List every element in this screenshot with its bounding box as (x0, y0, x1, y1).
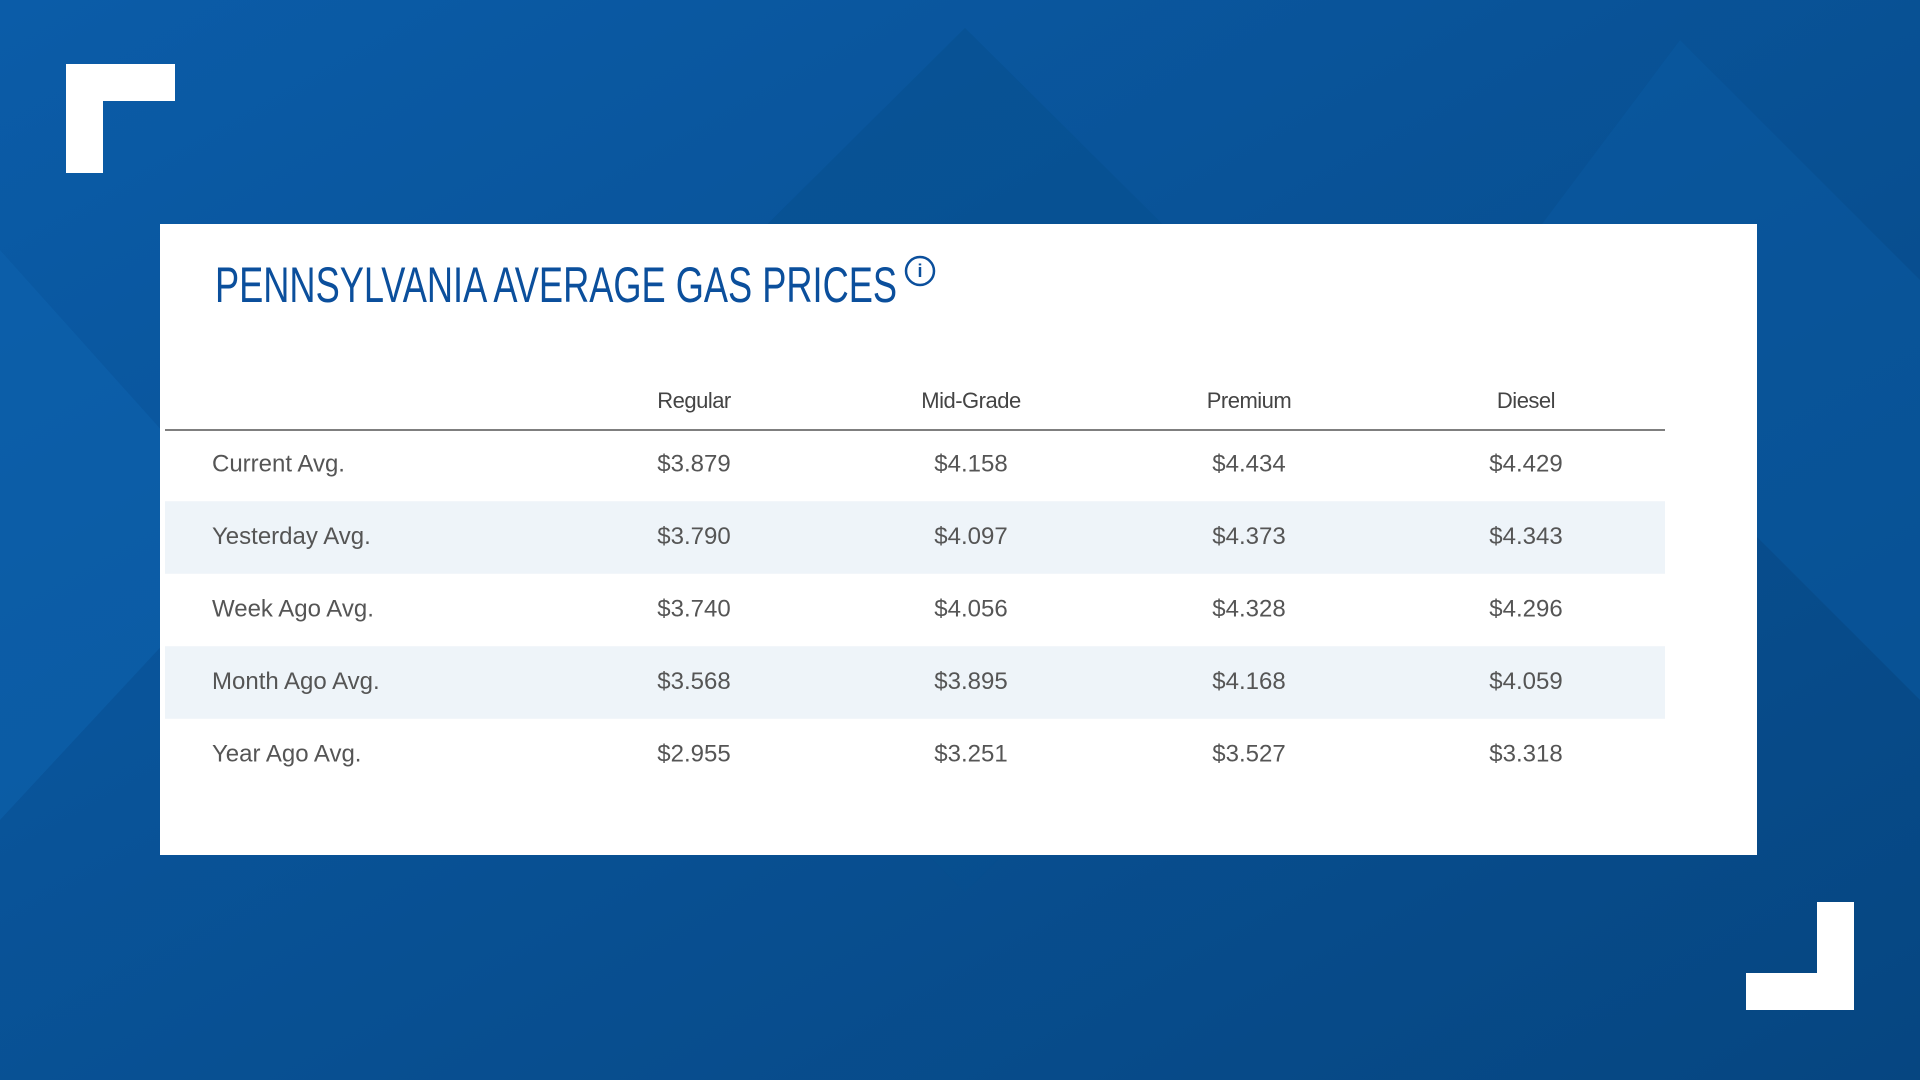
price-cell: $4.373 (1212, 523, 1285, 550)
price-cell: $3.790 (657, 523, 730, 550)
info-icon-glyph[interactable]: i (917, 261, 922, 281)
info-icon[interactable] (904, 255, 936, 287)
price-cell: $4.056 (934, 595, 1007, 622)
price-cell: $3.318 (1489, 740, 1562, 767)
row-stripe (165, 646, 1665, 719)
price-cell: $3.251 (934, 740, 1007, 767)
price-cell: $3.568 (657, 668, 730, 695)
column-header: Mid-Grade (921, 388, 1021, 413)
table: Regular Mid-Grade Premium Diesel Current Avg… (165, 388, 1665, 767)
title: PENNSYLVANIA AVERAGE GAS PRICES (215, 257, 897, 313)
price-cell: $3.740 (657, 595, 730, 622)
price-cell: $4.434 (1212, 450, 1285, 477)
row-label: Month Ago Avg. (212, 668, 380, 695)
row-label: Week Ago Avg. (212, 595, 374, 622)
price-cell: $3.879 (657, 450, 730, 477)
price-cell: $4.343 (1489, 523, 1562, 550)
corner-bracket (66, 64, 175, 173)
price-cell: $2.955 (657, 740, 730, 767)
price-cell: $4.097 (934, 523, 1007, 550)
price-cell: $3.527 (1212, 740, 1285, 767)
background-diamond (0, 250, 260, 820)
row-stripe (165, 501, 1665, 574)
row-label: Yesterday Avg. (212, 523, 371, 550)
price-cell: $4.158 (934, 450, 1007, 477)
column-header: Diesel (1497, 388, 1555, 413)
row-label: Year Ago Avg. (212, 740, 361, 767)
row-label: Current Avg. (212, 450, 345, 477)
price-cell: $4.168 (1212, 668, 1285, 695)
column-header: Premium (1207, 388, 1292, 413)
price-cell: $4.059 (1489, 668, 1562, 695)
price-cell: $4.296 (1489, 595, 1562, 622)
price-cell: $4.328 (1212, 595, 1285, 622)
price-cell: $3.895 (934, 668, 1007, 695)
corner-bracket (1746, 902, 1854, 1010)
column-header: Regular (657, 388, 731, 413)
price-cell: $4.429 (1489, 450, 1562, 477)
